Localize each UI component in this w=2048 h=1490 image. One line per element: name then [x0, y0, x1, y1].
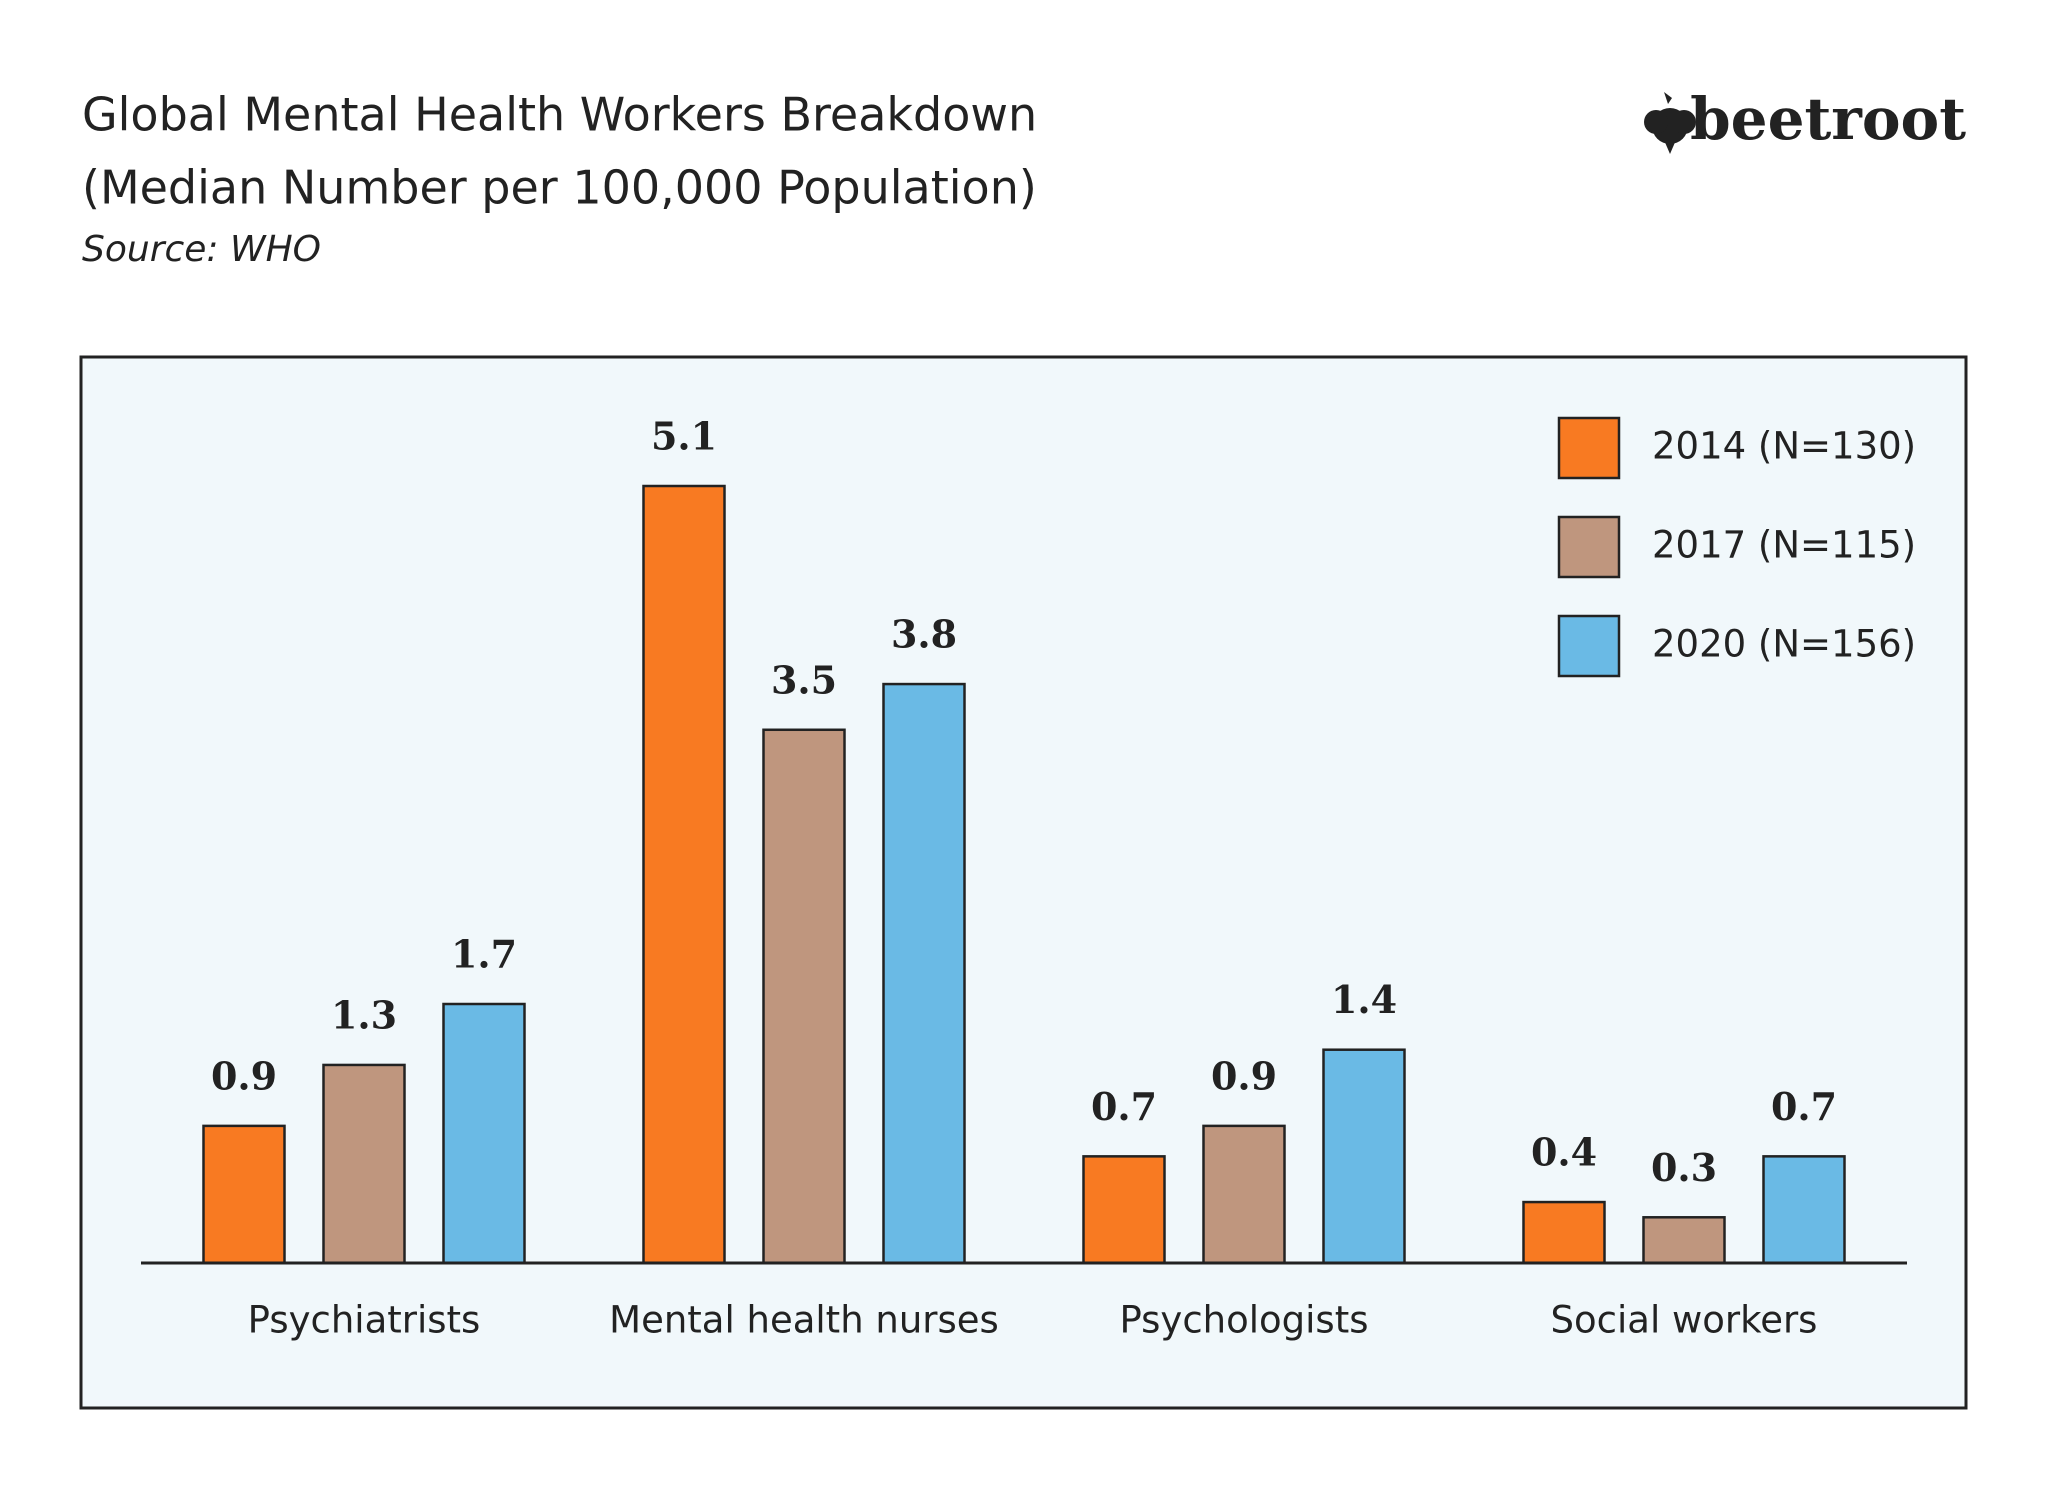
- bar: [1202, 1124, 1286, 1265]
- bar: [322, 1063, 406, 1265]
- x-tick-label: Social workers: [1551, 1299, 1818, 1342]
- value-label: 0.3: [1651, 1145, 1717, 1190]
- value-label: 1.7: [451, 932, 517, 977]
- bar: [1762, 1155, 1846, 1265]
- logo-icon: [1644, 92, 1696, 154]
- bar: [1322, 1048, 1406, 1265]
- bar: [882, 682, 966, 1265]
- legend-label: 2014 (N=130): [1652, 425, 1916, 468]
- value-label: 1.4: [1331, 977, 1397, 1022]
- value-label: 0.9: [1211, 1053, 1277, 1098]
- legend-label: 2017 (N=115): [1652, 524, 1916, 567]
- value-label: 1.3: [331, 992, 397, 1037]
- bar: [1642, 1216, 1726, 1265]
- value-label: 3.8: [891, 612, 957, 657]
- value-label: 0.9: [211, 1053, 277, 1098]
- chart-subtitle: (Median Number per 100,000 Population): [82, 161, 1037, 215]
- bar: [202, 1124, 286, 1265]
- logo: beetroot: [1690, 85, 1966, 153]
- chart-title: Global Mental Health Workers Breakdown: [82, 88, 1037, 142]
- value-label: 3.5: [771, 657, 837, 702]
- x-tick-label: Psychiatrists: [248, 1299, 481, 1342]
- value-label: 0.7: [1091, 1084, 1157, 1129]
- legend-label: 2020 (N=156): [1652, 623, 1916, 666]
- bar: [1082, 1155, 1166, 1265]
- source: Source: WHO: [82, 229, 321, 270]
- legend-swatch: [1557, 416, 1621, 480]
- value-label: 5.1: [651, 414, 717, 459]
- bar: [442, 1002, 526, 1265]
- value-label: 0.7: [1771, 1084, 1837, 1129]
- bar: [1522, 1200, 1606, 1265]
- bar: [762, 728, 846, 1265]
- bar: [642, 484, 726, 1265]
- legend-swatch: [1557, 614, 1621, 678]
- x-tick-label: Psychologists: [1119, 1299, 1368, 1342]
- legend-swatch: [1557, 515, 1621, 579]
- value-label: 0.4: [1531, 1130, 1597, 1175]
- x-tick-label: Mental health nurses: [609, 1299, 999, 1342]
